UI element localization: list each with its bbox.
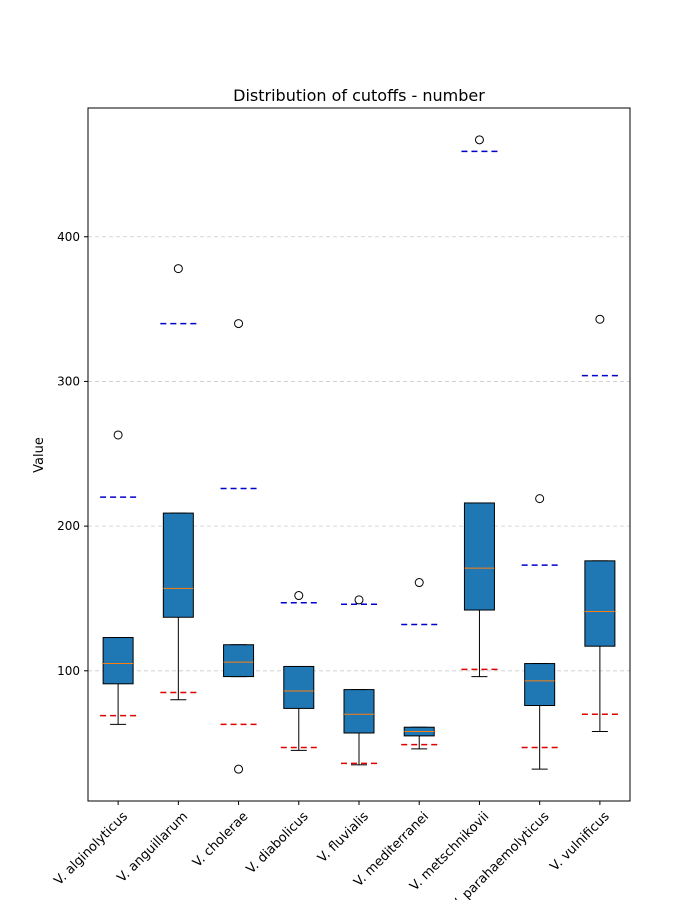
outlier-point (474, 135, 484, 145)
y-tick-label: 300 (57, 374, 80, 388)
box (343, 689, 375, 734)
outlier-point (234, 764, 244, 774)
y-tick-label: 400 (57, 230, 80, 244)
x-tick-label: V. parahaemolyticus (449, 809, 553, 900)
outlier-point (354, 595, 364, 605)
box (162, 512, 194, 618)
y-tick-label: 100 (57, 664, 80, 678)
box (283, 665, 315, 709)
x-tick-label: V. diabolicus (244, 809, 312, 877)
box-group (581, 314, 618, 733)
y-axis-label: Value (32, 437, 47, 473)
box-group (521, 494, 558, 770)
x-tick-label: V. cholerae (190, 809, 251, 870)
box-group (401, 578, 438, 750)
box (223, 644, 255, 678)
x-tick-label: V. fluvialis (315, 809, 372, 866)
x-tick-label: V. vulnificus (547, 809, 612, 874)
box-group (461, 135, 498, 678)
box-group (220, 319, 257, 774)
y-axis: 100 200 300 400 (57, 230, 88, 678)
box-group (280, 591, 317, 751)
outlier-point (113, 430, 123, 440)
outlier-point (234, 319, 244, 329)
box-group (160, 264, 197, 701)
outlier-point (595, 314, 605, 324)
plot-area (100, 135, 618, 774)
y-tick-label: 200 (57, 519, 80, 533)
outlier-point (414, 578, 424, 588)
outlier-point (173, 264, 183, 274)
box-group (100, 430, 137, 725)
outlier-point (294, 591, 304, 601)
box (524, 663, 556, 707)
box (463, 502, 495, 611)
outlier-point (535, 494, 545, 504)
chart-title: Distribution of cutoffs - number (233, 86, 485, 105)
box (102, 637, 134, 685)
box-group (341, 595, 377, 766)
box (584, 560, 616, 647)
